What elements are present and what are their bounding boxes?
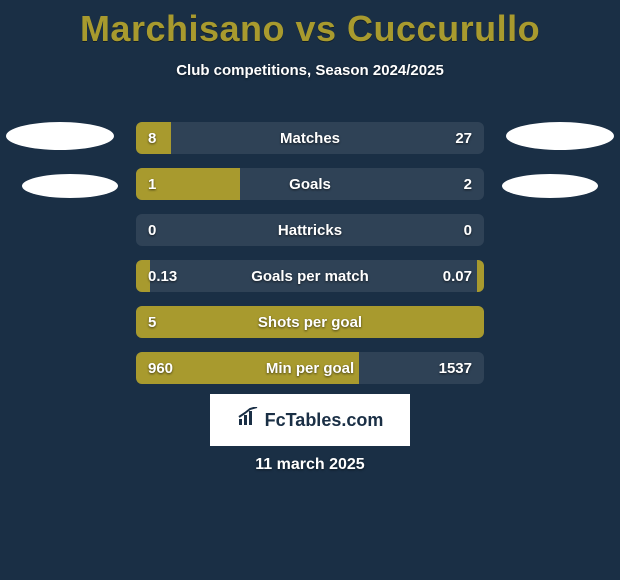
stat-row-shots-per-goal: 5 Shots per goal xyxy=(136,306,484,338)
comparison-bars: 8 Matches 27 1 Goals 2 0 Hattricks 0 0.1… xyxy=(136,122,484,398)
player-left-photo-placeholder-1 xyxy=(6,122,114,150)
logo-text: FcTables.com xyxy=(265,410,384,431)
fctables-logo: FcTables.com xyxy=(210,394,410,446)
stat-row-matches: 8 Matches 27 xyxy=(136,122,484,154)
page-title: Marchisano vs Cuccurullo xyxy=(0,0,620,50)
stat-row-goals: 1 Goals 2 xyxy=(136,168,484,200)
player-left-photo-placeholder-2 xyxy=(22,174,118,198)
player-right-photo-placeholder-1 xyxy=(506,122,614,150)
stat-label: Goals per match xyxy=(136,260,484,292)
stat-row-hattricks: 0 Hattricks 0 xyxy=(136,214,484,246)
player-right-photo-placeholder-2 xyxy=(502,174,598,198)
stat-right-value: 2 xyxy=(464,168,472,200)
chart-icon xyxy=(237,407,259,433)
stat-row-goals-per-match: 0.13 Goals per match 0.07 xyxy=(136,260,484,292)
stat-label: Matches xyxy=(136,122,484,154)
subtitle: Club competitions, Season 2024/2025 xyxy=(0,62,620,79)
stat-label: Shots per goal xyxy=(136,306,484,338)
stat-right-value: 0.07 xyxy=(443,260,472,292)
stat-right-value: 1537 xyxy=(439,352,472,384)
date-label: 11 march 2025 xyxy=(0,456,620,474)
stat-right-value: 27 xyxy=(455,122,472,154)
stat-label: Hattricks xyxy=(136,214,484,246)
stat-label: Goals xyxy=(136,168,484,200)
stat-label: Min per goal xyxy=(136,352,484,384)
stat-row-min-per-goal: 960 Min per goal 1537 xyxy=(136,352,484,384)
stat-right-value: 0 xyxy=(464,214,472,246)
